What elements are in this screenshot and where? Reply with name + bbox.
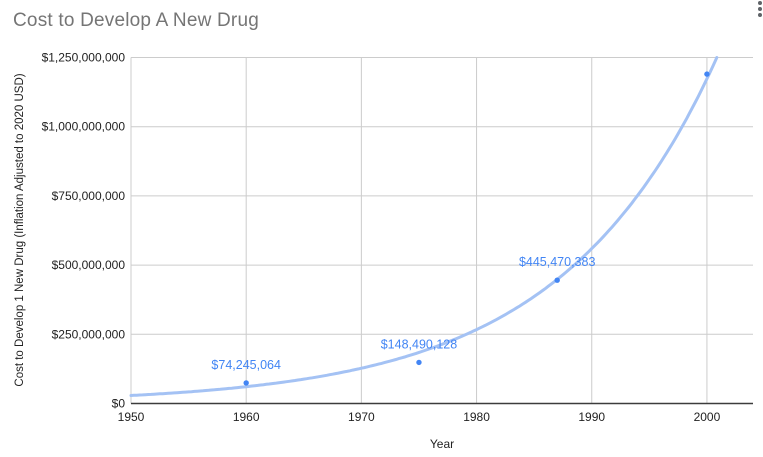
x-tick-label: 2000 xyxy=(694,410,721,424)
data-point[interactable] xyxy=(416,359,422,366)
data-point-label: $445,470,383 xyxy=(519,255,596,269)
menu-dot xyxy=(758,13,762,17)
data-point-label: $74,245,064 xyxy=(211,358,281,372)
x-tick-label: 1950 xyxy=(118,410,145,424)
data-point[interactable] xyxy=(704,71,710,77)
data-point[interactable] xyxy=(554,277,560,283)
y-tick-label: $1,250,000,000 xyxy=(42,51,126,65)
y-tick-label: $500,000,000 xyxy=(52,258,126,272)
x-tick-label: 1960 xyxy=(233,410,260,424)
x-axis-title: Year xyxy=(429,437,455,451)
data-point[interactable] xyxy=(243,380,249,386)
y-tick-label: $250,000,000 xyxy=(52,327,126,341)
data-point-label: $148,490,128 xyxy=(381,337,458,351)
y-tick-label: $750,000,000 xyxy=(52,189,126,203)
y-tick-label: $0 xyxy=(112,397,126,411)
chart-title: Cost to Develop A New Drug xyxy=(13,10,259,31)
more-options-icon[interactable] xyxy=(755,1,763,21)
x-tick-label: 1990 xyxy=(578,410,605,424)
x-tick-label: 1970 xyxy=(348,410,375,424)
menu-dot xyxy=(758,7,762,11)
x-tick-label: 1980 xyxy=(463,410,490,424)
menu-dot xyxy=(758,1,762,5)
y-tick-label: $1,000,000,000 xyxy=(42,120,126,134)
trendline-curve xyxy=(129,56,719,397)
